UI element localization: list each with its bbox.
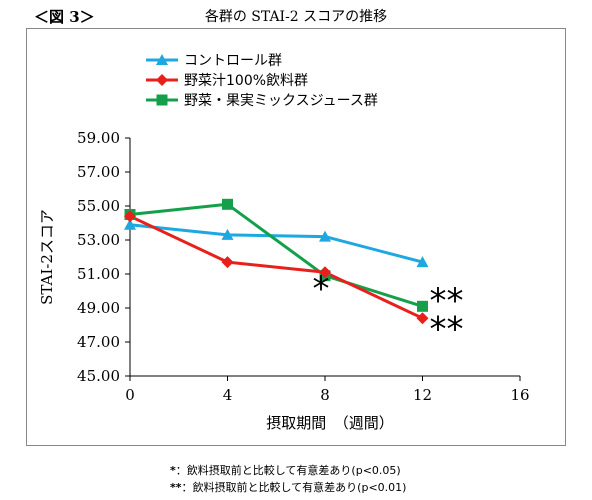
data-point bbox=[416, 256, 429, 268]
chart-frame bbox=[26, 28, 566, 446]
x-tick-label: 16 bbox=[510, 386, 529, 404]
y-tick-label: 55.00 bbox=[77, 197, 120, 215]
data-point bbox=[221, 228, 234, 240]
y-tick-label: 53.00 bbox=[77, 231, 120, 249]
data-point bbox=[221, 256, 234, 269]
legend-label: 野菜・果実ミックスジュース群 bbox=[184, 93, 378, 109]
legend-label: コントロール群 bbox=[184, 53, 282, 69]
footnote-p005: *：飲料摂取前と比較して有意差あり(p<0.05) bbox=[170, 462, 401, 478]
series-line bbox=[129, 202, 423, 308]
footnote-mark: * bbox=[170, 464, 176, 477]
y-tick-label: 51.00 bbox=[77, 265, 120, 283]
data-point bbox=[416, 312, 429, 325]
chart-title: 各群の STAI-2 スコアの推移 bbox=[204, 9, 388, 25]
footnote-mark: ** bbox=[170, 481, 182, 494]
data-point bbox=[222, 198, 233, 210]
legend-swatch-marker bbox=[156, 54, 168, 65]
x-tick-label: 8 bbox=[320, 386, 330, 404]
significance-marker: * bbox=[313, 269, 330, 309]
series-line bbox=[129, 214, 424, 320]
x-tick-label: 4 bbox=[223, 386, 233, 404]
y-axis-label: STAI-2スコア bbox=[38, 209, 56, 305]
data-point bbox=[319, 266, 331, 279]
data-point bbox=[417, 300, 428, 312]
y-tick-label: 57.00 bbox=[77, 163, 120, 181]
legend-label: 野菜汁100%飲料群 bbox=[184, 73, 308, 89]
data-point bbox=[124, 210, 136, 223]
footnote-text: ：飲料摂取前と比較して有意差あり(p<0.01) bbox=[181, 481, 407, 494]
footnote-p001: **：飲料摂取前と比較して有意差あり(p<0.01) bbox=[170, 479, 406, 495]
significance-marker: ** bbox=[430, 281, 464, 321]
x-tick-label: 12 bbox=[413, 386, 432, 404]
y-tick-label: 47.00 bbox=[77, 333, 120, 351]
legend-swatch-marker bbox=[156, 74, 168, 86]
series-line bbox=[129, 223, 423, 264]
significance-marker: ** bbox=[430, 310, 464, 350]
y-tick-label: 45.00 bbox=[77, 367, 120, 385]
y-tick-label: 49.00 bbox=[77, 299, 120, 317]
y-tick-label: 59.00 bbox=[77, 129, 120, 147]
figure-label: ＜図 3＞ bbox=[34, 8, 95, 26]
x-axis-label: 摂取期間 （週間） bbox=[266, 414, 394, 432]
data-point bbox=[124, 218, 136, 230]
footnote-text: ：飲料摂取前と比較して有意差あり(p<0.05) bbox=[175, 464, 401, 477]
x-tick-label: 0 bbox=[125, 386, 135, 404]
data-point bbox=[319, 230, 331, 242]
legend-swatch-marker bbox=[156, 94, 168, 106]
